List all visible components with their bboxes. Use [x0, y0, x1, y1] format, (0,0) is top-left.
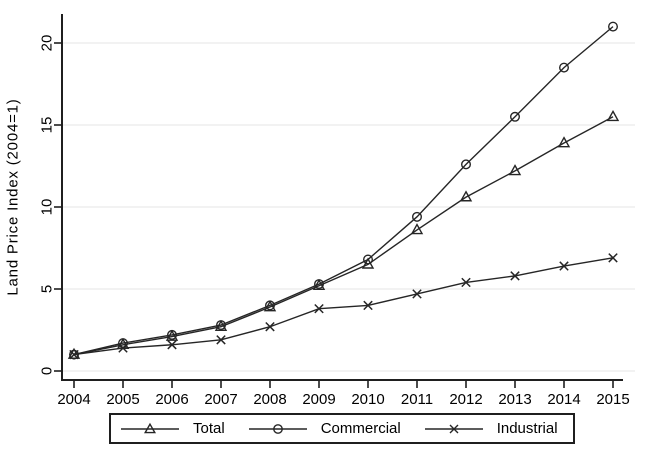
x-marker-icon — [424, 424, 483, 433]
marker-industrial-2015 — [608, 253, 618, 263]
series-line-industrial — [73, 257, 614, 356]
marker-industrial-2011 — [412, 289, 422, 299]
legend-item-commercial: Commercial — [248, 421, 401, 436]
x-tick-label: 2009 — [302, 391, 335, 408]
marker-commercial-2008 — [265, 300, 276, 311]
marker-industrial-2006 — [167, 340, 177, 350]
x-tick-label: 2004 — [57, 391, 90, 408]
y-tick-label: 20 — [38, 35, 55, 52]
marker-industrial-2014 — [559, 261, 569, 271]
x-tick-label: 2007 — [204, 391, 237, 408]
legend: Total Commercial Industrial — [109, 413, 575, 444]
marker-industrial-2007 — [216, 335, 226, 345]
x-tick-label: 2005 — [106, 391, 139, 408]
marker-industrial-2004 — [69, 349, 79, 360]
series-line-commercial — [73, 26, 614, 356]
y-tick-label: 15 — [38, 117, 55, 134]
circle-marker-icon — [248, 423, 307, 434]
legend-label-total: Total — [193, 420, 225, 437]
legend-item-total: Total — [120, 421, 225, 436]
marker-commercial-2006 — [166, 329, 177, 340]
x-tick-label: 2014 — [547, 391, 580, 408]
marker-total-2015 — [606, 109, 620, 122]
legend-label-industrial: Industrial — [496, 420, 558, 437]
x-tick-label: 2008 — [253, 391, 286, 408]
x-tick-label: 2010 — [351, 391, 384, 408]
marker-industrial-2010 — [363, 300, 373, 311]
marker-industrial-2009 — [314, 303, 324, 314]
y-axis-title: Land Price Index (2004=1) — [4, 98, 22, 296]
marker-total-2012 — [459, 190, 473, 202]
legend-label-commercial: Commercial — [320, 420, 401, 437]
marker-total-2013 — [508, 164, 522, 176]
marker-total-2011 — [410, 223, 424, 235]
y-tick-label: 10 — [38, 199, 55, 216]
marker-commercial-2007 — [215, 320, 226, 331]
marker-commercial-2009 — [314, 279, 325, 290]
legend-item-industrial: Industrial — [424, 421, 558, 436]
marker-industrial-2008 — [265, 321, 275, 332]
marker-commercial-2012 — [461, 159, 472, 170]
series-line-total — [73, 116, 614, 356]
marker-total-2014 — [557, 136, 571, 148]
marker-commercial-2013 — [510, 111, 521, 122]
y-tick-label: 0 — [38, 367, 55, 375]
marker-commercial-2010 — [363, 254, 374, 265]
x-tick-label: 2015 — [596, 391, 629, 408]
marker-industrial-2005 — [118, 343, 128, 353]
y-tick-label: 5 — [38, 285, 55, 293]
x-tick-label: 2012 — [449, 391, 482, 408]
marker-commercial-2011 — [412, 211, 423, 222]
x-tick-label: 2006 — [155, 391, 188, 408]
triangle-marker-icon — [121, 422, 179, 433]
marker-commercial-2014 — [559, 62, 570, 73]
marker-industrial-2013 — [510, 271, 520, 281]
x-tick-label: 2013 — [498, 391, 531, 408]
marker-industrial-2012 — [461, 277, 471, 288]
x-tick-label: 2011 — [401, 391, 433, 408]
marker-commercial-2015 — [608, 21, 619, 32]
